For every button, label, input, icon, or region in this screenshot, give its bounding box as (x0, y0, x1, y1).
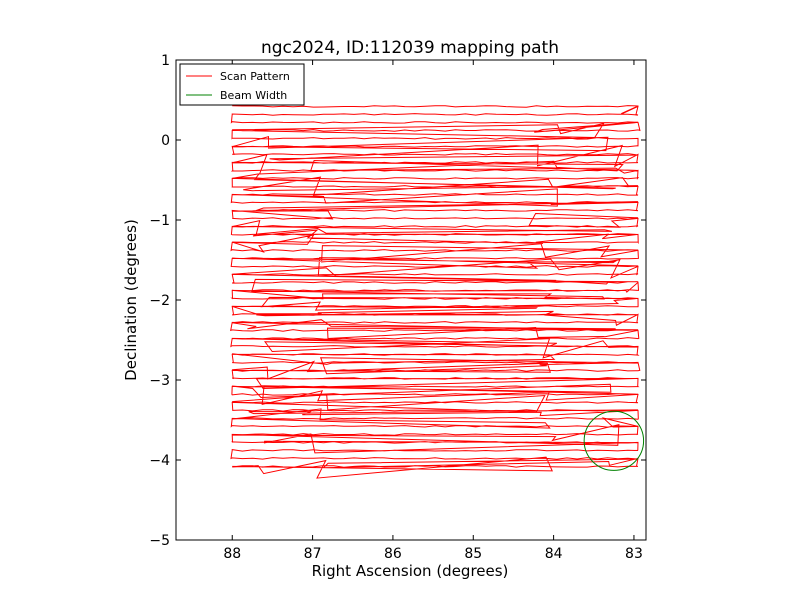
y-tick-label: 0 (161, 133, 170, 149)
y-tick-label: −3 (149, 373, 170, 389)
x-tick-label: 85 (464, 546, 482, 562)
plot-background (176, 60, 646, 540)
x-tick-label: 83 (625, 546, 643, 562)
y-tick-label: −5 (149, 533, 170, 549)
legend-box (179, 63, 305, 106)
y-tick-label: −2 (149, 293, 170, 309)
x-tick-label: 88 (223, 546, 241, 562)
legend-label-scan-pattern: Scan Pattern (220, 70, 290, 83)
y-tick-label: 1 (161, 53, 170, 69)
scan-pattern-line (230, 105, 641, 479)
chart-title: ngc2024, ID:112039 mapping path (261, 38, 559, 58)
y-tick-label: −1 (149, 213, 170, 229)
y-axis-label: Declination (degrees) (122, 219, 140, 381)
beam-width-circle (583, 410, 645, 471)
x-axis-label: Right Ascension (degrees) (312, 562, 509, 580)
x-tick-label: 86 (384, 546, 402, 562)
x-tick-label: 87 (304, 546, 322, 562)
legend: Scan Pattern Beam Width (179, 63, 305, 106)
y-ticks: 1 0 −1 −2 −3 −4 −5 (149, 53, 646, 549)
x-tick-label: 84 (545, 546, 563, 562)
legend-label-beam-width: Beam Width (220, 89, 287, 102)
x-ticks: 88 87 86 85 84 83 (223, 60, 643, 562)
series-layer (230, 105, 645, 479)
y-tick-label: −4 (149, 453, 170, 469)
plot-area: 88 87 86 85 84 83 1 0 −1 −2 −3 −4 −5 (149, 53, 647, 562)
